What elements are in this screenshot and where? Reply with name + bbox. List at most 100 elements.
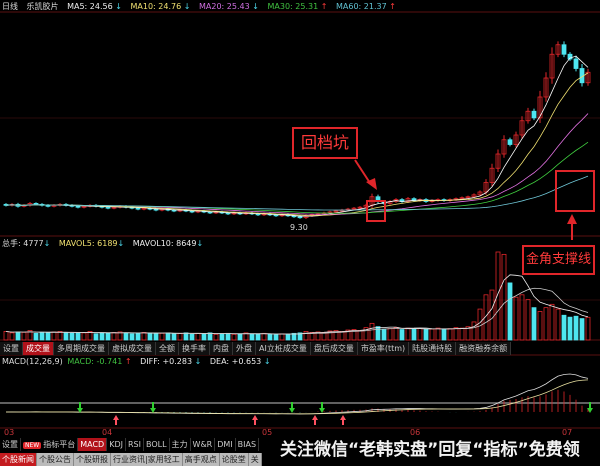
volume-bar xyxy=(417,328,423,341)
tab-volume-4[interactable]: 全额 xyxy=(156,342,179,355)
signal-up-arrow-icon xyxy=(252,415,258,420)
tab-indicator-2[interactable]: MACD xyxy=(78,438,108,451)
signal-up-arrow-icon xyxy=(340,415,346,420)
signal-down-arrow-icon xyxy=(150,408,156,413)
tab-volume-2[interactable]: 多周期成交量 xyxy=(54,342,109,355)
volume-bar xyxy=(15,331,21,341)
volume-bar xyxy=(225,332,231,341)
candle xyxy=(333,210,339,213)
volume-bar xyxy=(453,327,459,341)
tab-volume-6[interactable]: 内盘 xyxy=(210,342,233,355)
tab-news-1[interactable]: 个股公告 xyxy=(37,453,74,466)
volume-bar xyxy=(333,330,339,341)
tab-label: 指标平台 xyxy=(43,440,76,449)
candle xyxy=(105,206,111,209)
volume-bar xyxy=(267,333,273,341)
volume-bar xyxy=(129,333,135,341)
tab-label: 盘后成交量 xyxy=(313,344,354,353)
ma5-value: MA5: 24.56 ↓ xyxy=(67,2,122,11)
candle xyxy=(555,44,561,55)
volume-bar xyxy=(567,316,573,341)
volume-bar xyxy=(69,332,75,341)
candle xyxy=(537,96,543,119)
tab-news-2[interactable]: 个股研报 xyxy=(74,453,111,466)
tab-volume-0[interactable]: 设置 xyxy=(0,342,23,355)
candle xyxy=(567,53,573,60)
volume-bar xyxy=(519,294,525,341)
tab-volume-12[interactable]: 融资融券余额 xyxy=(456,342,512,355)
volume-bar xyxy=(363,327,369,341)
signal-down-arrow-icon xyxy=(319,408,325,413)
tab-indicator-5[interactable]: BOLL xyxy=(144,438,170,451)
pit-highlight-box xyxy=(366,200,386,222)
tab-news-0[interactable]: 个股新闻 xyxy=(0,453,37,466)
volume-bar xyxy=(201,333,207,341)
tab-volume-8[interactable]: AI立桩成交量 xyxy=(256,342,311,355)
tab-news-6[interactable]: 关 xyxy=(248,453,262,466)
tab-indicator-8[interactable]: DMI xyxy=(215,438,236,451)
tab-indicator-7[interactable]: W&R xyxy=(191,438,216,451)
tab-indicator-6[interactable]: 主力 xyxy=(170,438,191,451)
volume-bar xyxy=(327,330,333,341)
volume-bar xyxy=(555,308,561,341)
volume-bar xyxy=(57,331,63,341)
volume-bar xyxy=(39,331,45,341)
volume-bar xyxy=(357,330,363,341)
tab-news-3[interactable]: 行业资讯|家用轻工 xyxy=(111,453,183,466)
candle xyxy=(351,207,357,210)
tab-label: 陆股通持股 xyxy=(412,344,453,353)
volume-bar xyxy=(339,331,345,341)
tab-label: BIAS xyxy=(237,440,257,449)
candle xyxy=(465,196,471,199)
tab-indicator-3[interactable]: KDJ xyxy=(107,438,126,451)
candle xyxy=(549,53,555,79)
support-annotation-label: 金角支撑线 xyxy=(522,245,595,275)
tab-label: AI立桩成交量 xyxy=(259,344,307,353)
volume-bar xyxy=(501,253,507,341)
ma60-line xyxy=(5,175,589,211)
tab-indicator-0[interactable]: 设置 xyxy=(0,438,21,451)
volume-bar xyxy=(273,334,279,341)
volume-bar xyxy=(75,331,81,341)
volume-bar xyxy=(309,331,315,341)
tab-volume-3[interactable]: 虚拟成交量 xyxy=(109,342,156,355)
volume-bar xyxy=(33,332,39,341)
volume-bar xyxy=(465,326,471,341)
volume-bar xyxy=(279,333,285,341)
diff-line xyxy=(5,373,589,415)
date-tick: 04 xyxy=(102,428,113,437)
macd-title: MACD(12,26,9) xyxy=(2,357,63,366)
watermark-text: 关注微信“老韩实盘”回复“指标”免费领 xyxy=(280,440,580,460)
stock-chart[interactable] xyxy=(0,0,600,436)
tab-volume-7[interactable]: 外盘 xyxy=(233,342,256,355)
tab-indicator-9[interactable]: BIAS xyxy=(236,438,260,451)
tab-label: 换手率 xyxy=(182,344,206,353)
tab-indicator-4[interactable]: RSI xyxy=(126,438,144,451)
tab-news-5[interactable]: 论股堂 xyxy=(219,453,249,466)
tab-label: 全额 xyxy=(159,344,175,353)
signal-down-arrow-icon xyxy=(289,408,295,413)
volume-bar xyxy=(369,322,375,341)
tab-volume-9[interactable]: 盘后成交量 xyxy=(311,342,358,355)
tab-indicator-1[interactable]: NEW 指标平台 xyxy=(21,438,79,451)
volume-bar xyxy=(207,332,213,341)
tab-volume-10[interactable]: 市盈率(ttm) xyxy=(358,342,410,355)
volume-bar xyxy=(27,330,33,341)
volume-bar xyxy=(405,327,411,341)
tab-label: W&R xyxy=(192,440,213,449)
volume-bar xyxy=(441,329,447,341)
volume-bar xyxy=(573,315,579,341)
volume-bar xyxy=(423,329,429,341)
tab-volume-11[interactable]: 陆股通持股 xyxy=(409,342,457,355)
tab-volume-5[interactable]: 换手率 xyxy=(179,342,210,355)
volume-bar xyxy=(495,251,501,341)
volume-bar xyxy=(375,326,381,341)
tab-volume-1[interactable]: 成交量 xyxy=(23,342,54,355)
volume-bar xyxy=(429,328,435,341)
volume-bar xyxy=(159,332,165,341)
volume-bar xyxy=(171,333,177,341)
tab-news-4[interactable]: 高手观点 xyxy=(182,453,220,466)
volume-bar xyxy=(471,321,477,341)
volume-bar xyxy=(111,331,117,341)
tab-label: 多周期成交量 xyxy=(57,344,105,353)
